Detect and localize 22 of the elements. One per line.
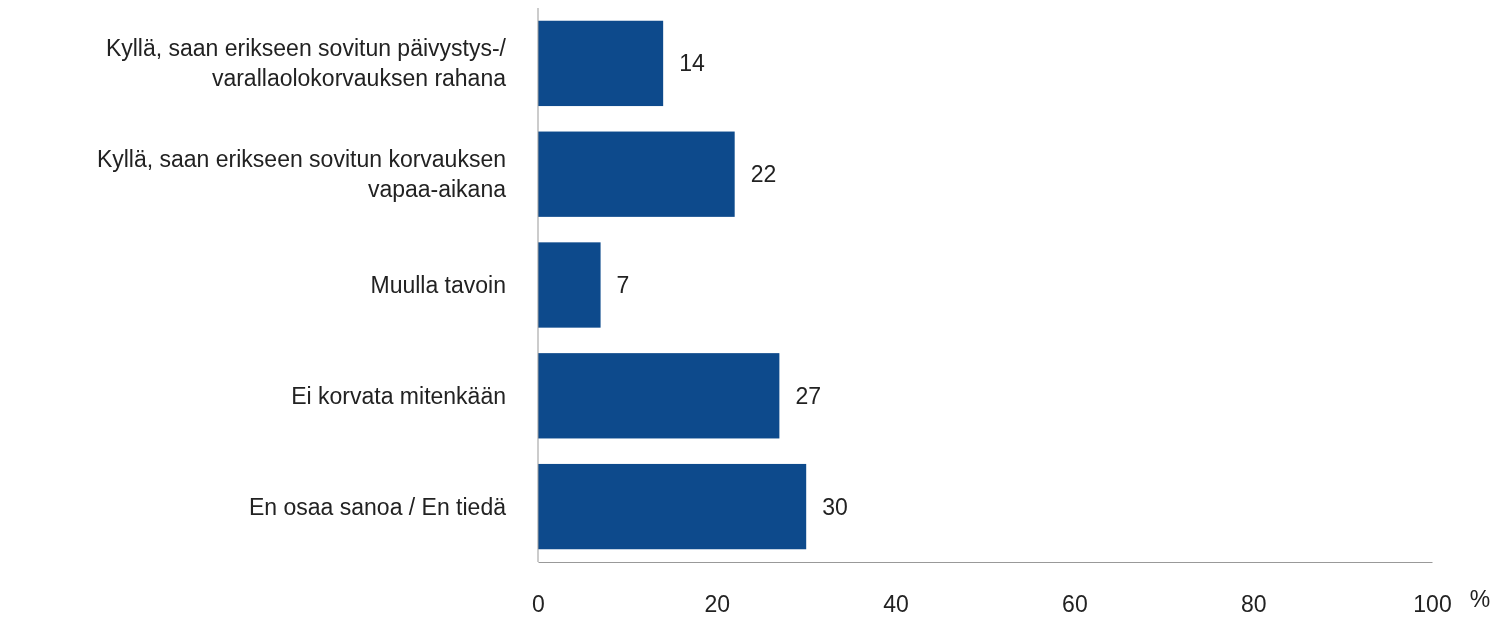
y-tick-label: En osaa sanoa / En tiedä [248, 493, 507, 520]
bar [538, 242, 601, 328]
data-label: 27 [795, 382, 821, 409]
x-tick-label: 20 [704, 591, 731, 618]
x-axis-title: % [1469, 586, 1491, 612]
x-tick-label: 0 [532, 591, 545, 618]
y-tick-label: Kyllä, saan erikseen sovitun korvauksen vapaa-aikana [96, 146, 507, 203]
x-tick-label: 40 [883, 591, 909, 618]
data-label: 30 [822, 493, 848, 520]
bar [538, 463, 807, 550]
y-tick-label: Muulla tavoin [370, 272, 506, 299]
data-label: 7 [616, 272, 630, 299]
y-tick-label: Kyllä, saan erikseen sovitun päivystys-/ varallaolokorvauksen rahana [105, 35, 507, 92]
x-tick-label: 60 [1062, 591, 1088, 618]
x-tick-label: 100 [1413, 591, 1452, 618]
bar [538, 353, 780, 439]
bar [538, 20, 664, 107]
data-label: 22 [750, 161, 777, 188]
y-tick-label: Ei korvata mitenkään [291, 382, 506, 409]
bar [538, 131, 735, 217]
x-tick-label: 80 [1240, 591, 1267, 618]
data-label: 14 [679, 50, 705, 77]
